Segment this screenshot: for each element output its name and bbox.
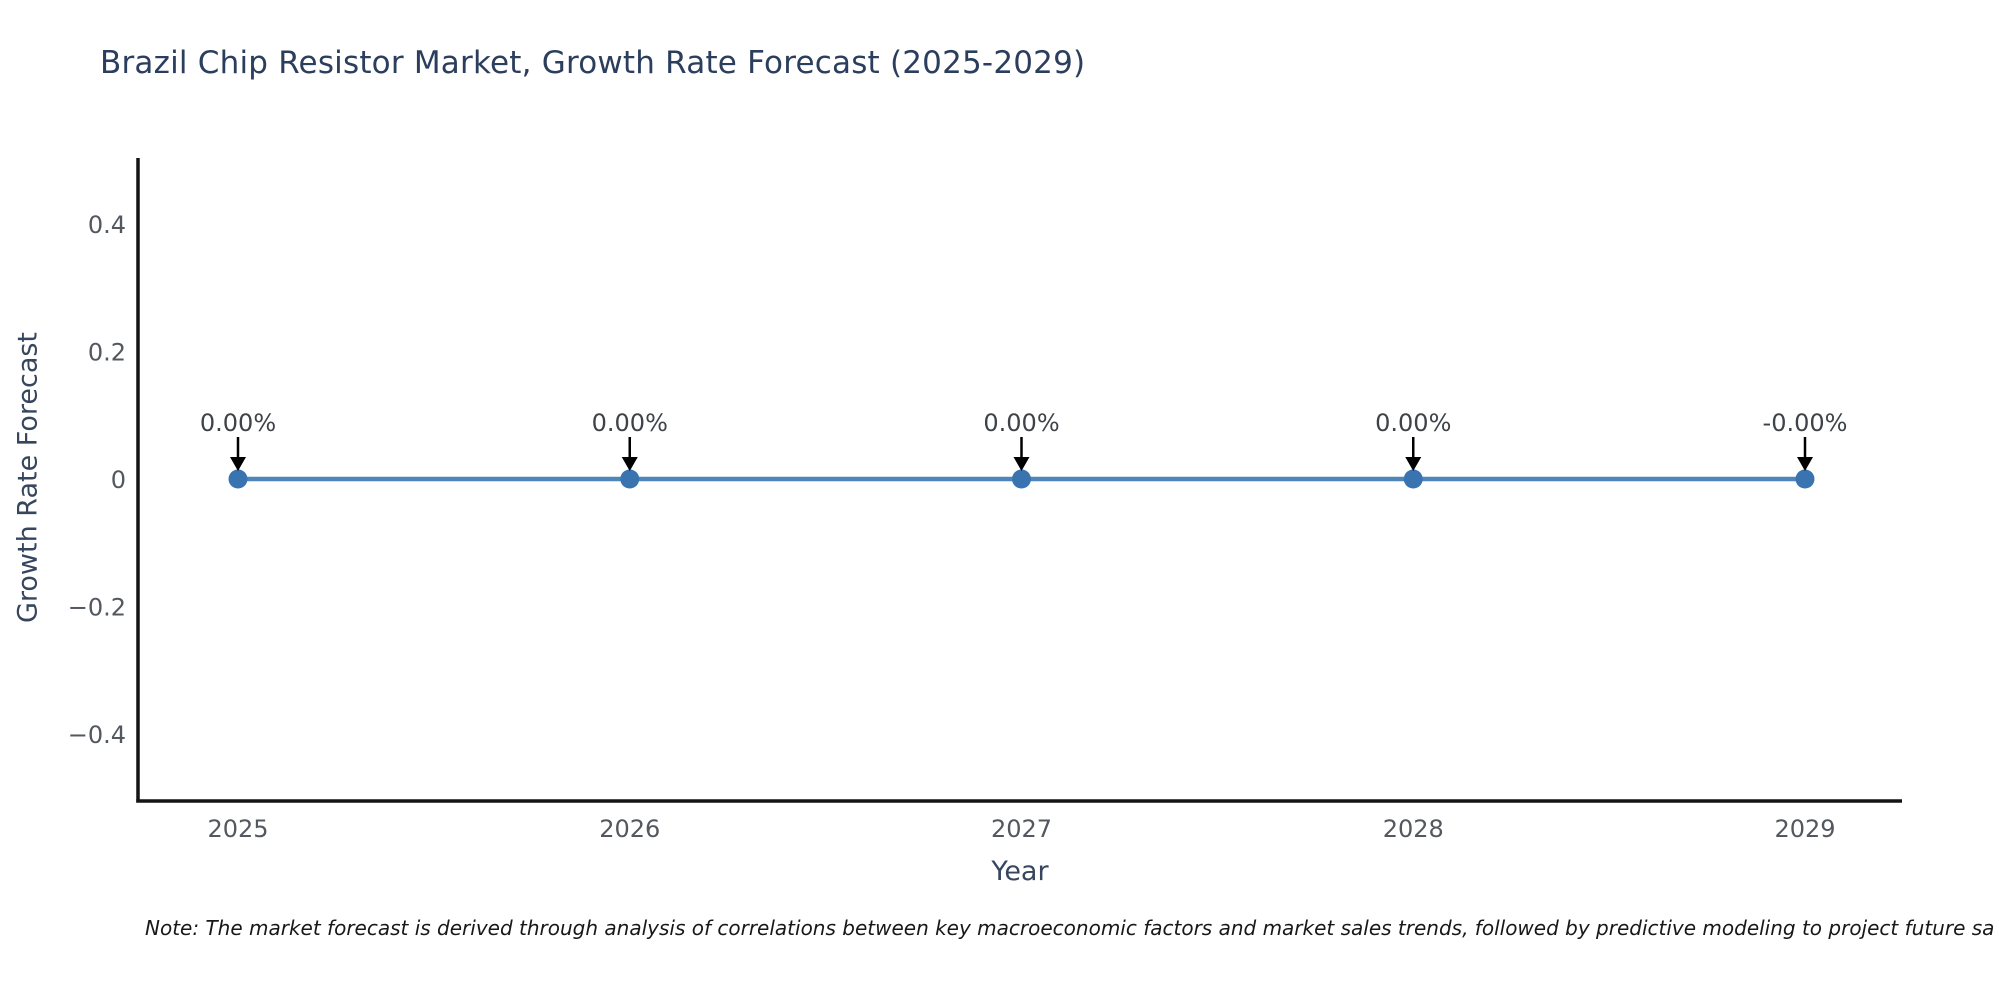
- x-tick-label: 2026: [599, 815, 660, 843]
- data-point-marker: [228, 469, 248, 489]
- point-annotation-label: 0.00%: [200, 409, 276, 437]
- annotation-arrowhead: [230, 457, 246, 471]
- annotation-arrowhead: [621, 457, 638, 471]
- data-point-marker: [1403, 469, 1423, 489]
- annotation-arrowhead: [1013, 457, 1030, 471]
- x-tick-label: 2028: [1383, 815, 1444, 843]
- data-point-marker: [1012, 469, 1031, 489]
- x-tick-label: 2029: [1774, 815, 1835, 843]
- x-tick-label: 2027: [991, 815, 1052, 843]
- y-axis-title: Growth Rate Forecast: [12, 331, 44, 624]
- point-annotation-label: 0.00%: [592, 409, 668, 437]
- y-tick-label: 0.2: [88, 339, 126, 367]
- chart-title: Brazil Chip Resistor Market, Growth Rate…: [100, 45, 1086, 81]
- data-point-marker: [1795, 469, 1815, 489]
- y-tick-label: 0.4: [88, 211, 126, 239]
- point-annotation-label: 0.00%: [983, 409, 1059, 437]
- footnote: Note: The market forecast is derived thr…: [145, 916, 1995, 940]
- annotation-arrowhead: [1405, 457, 1422, 471]
- annotation-arrowhead: [1797, 457, 1813, 471]
- y-tick-label: −0.2: [68, 594, 126, 622]
- point-annotation-label: -0.00%: [1763, 409, 1848, 437]
- y-tick-label: 0: [111, 466, 126, 494]
- x-tick-label: 2025: [207, 815, 268, 843]
- data-point-marker: [620, 469, 640, 489]
- x-axis-title: Year: [991, 856, 1049, 887]
- point-annotation-label: 0.00%: [1375, 409, 1451, 437]
- y-tick-label: −0.4: [68, 721, 126, 749]
